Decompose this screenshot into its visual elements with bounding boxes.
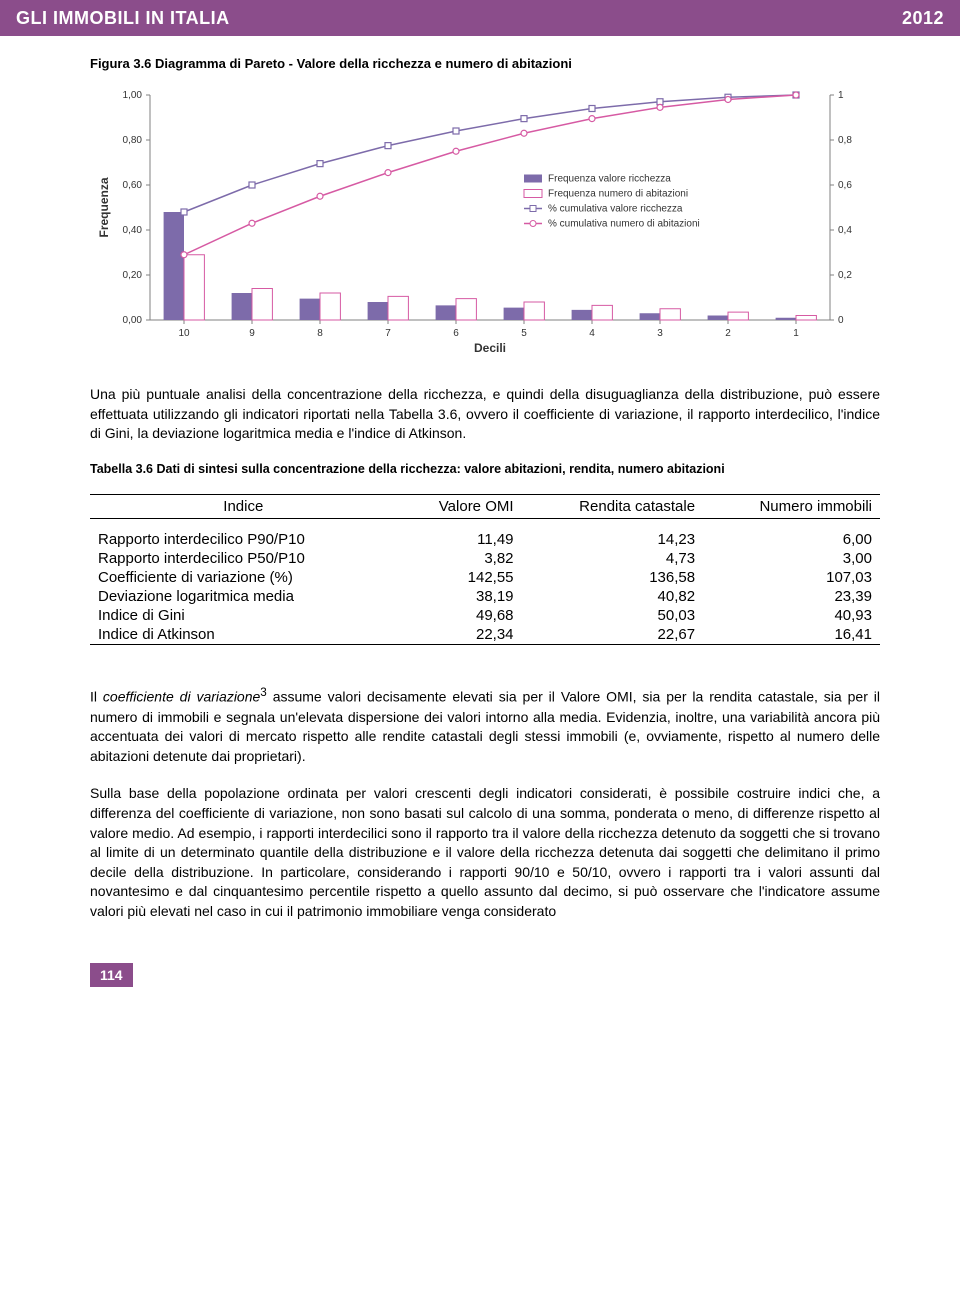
svg-text:5: 5 [521, 328, 527, 339]
svg-text:0,20: 0,20 [123, 270, 143, 281]
svg-text:0,2: 0,2 [838, 270, 852, 281]
table-spacer-row [90, 518, 880, 530]
svg-text:0,80: 0,80 [123, 135, 143, 146]
table-cell: 4,73 [522, 549, 704, 568]
table-cell: 3,00 [703, 549, 880, 568]
table-cell: 23,39 [703, 587, 880, 606]
table-cell: 50,03 [522, 606, 704, 625]
chart-svg: 0,00 0,20 0,40 0,60 0,80 1,00 0 0,2 0,4 0,6 0,8 1 Fr… [90, 85, 880, 365]
table-cell: Indice di Gini [90, 606, 397, 625]
svg-text:8: 8 [317, 328, 323, 339]
data-table: IndiceValore OMIRendita catastaleNumero … [90, 494, 880, 646]
svg-text:% cumulativa numero di abitazi: % cumulativa numero di abitazioni [548, 219, 700, 230]
svg-text:0,40: 0,40 [123, 225, 143, 236]
table-row: Rapporto interdecilico P50/P103,824,733,… [90, 549, 880, 568]
table-cell: 40,93 [703, 606, 880, 625]
svg-text:1,00: 1,00 [123, 90, 143, 101]
header-title-right: 2012 [902, 8, 944, 29]
table-cell: 38,19 [397, 587, 522, 606]
table-header-cell: Indice [90, 494, 397, 518]
svg-text:6: 6 [453, 328, 459, 339]
svg-text:3: 3 [657, 328, 663, 339]
table-header-cell: Valore OMI [397, 494, 522, 518]
svg-text:9: 9 [249, 328, 255, 339]
figure-caption: Figura 3.6 Diagramma di Pareto - Valore … [90, 56, 880, 71]
table-head: IndiceValore OMIRendita catastaleNumero … [90, 494, 880, 518]
table-header-cell: Numero immobili [703, 494, 880, 518]
table-cell: 40,82 [522, 587, 704, 606]
paragraph-1: Una più puntuale analisi della concentra… [90, 385, 880, 444]
svg-text:1: 1 [838, 90, 844, 101]
table-caption: Tabella 3.6 Dati di sintesi sulla concen… [90, 462, 880, 476]
svg-text:0,00: 0,00 [123, 315, 143, 326]
page-number: 114 [90, 963, 133, 987]
table-cell: 6,00 [703, 530, 880, 549]
svg-text:1: 1 [793, 328, 799, 339]
table-row: Indice di Gini49,6850,0340,93 [90, 606, 880, 625]
pareto-chart: 0,00 0,20 0,40 0,60 0,80 1,00 0 0,2 0,4 0,6 0,8 1 Fr… [90, 85, 880, 365]
para2-prefix: Il [90, 689, 103, 705]
page-content: Figura 3.6 Diagramma di Pareto - Valore … [0, 36, 960, 1007]
svg-text:0: 0 [838, 315, 844, 326]
svg-text:Decili: Decili [474, 341, 506, 355]
table-cell: 49,68 [397, 606, 522, 625]
table-header-cell: Rendita catastale [522, 494, 704, 518]
table-cell: 16,41 [703, 625, 880, 645]
svg-text:Frequenza valore ricchezza: Frequenza valore ricchezza [548, 174, 671, 185]
svg-text:2: 2 [725, 328, 731, 339]
paragraph-2: Il coefficiente di variazione3 assume va… [90, 685, 880, 766]
table-header-row: IndiceValore OMIRendita catastaleNumero … [90, 494, 880, 518]
table-cell: 11,49 [397, 530, 522, 549]
table-cell: Deviazione logaritmica media [90, 587, 397, 606]
table-cell: Rapporto interdecilico P50/P10 [90, 549, 397, 568]
svg-text:Frequenza numero di abitazioni: Frequenza numero di abitazioni [548, 189, 688, 200]
svg-text:0,6: 0,6 [838, 180, 852, 191]
para2-italic: coefficiente di variazione [103, 689, 260, 705]
table-row: Deviazione logaritmica media38,1940,8223… [90, 587, 880, 606]
svg-text:0,60: 0,60 [123, 180, 143, 191]
svg-text:0,4: 0,4 [838, 225, 852, 236]
table-cell: 22,67 [522, 625, 704, 645]
table-cell: 136,58 [522, 568, 704, 587]
svg-text:10: 10 [178, 328, 190, 339]
table-row: Coefficiente di variazione (%)142,55136,… [90, 568, 880, 587]
table-cell: Indice di Atkinson [90, 625, 397, 645]
paragraph-3: Sulla base della popolazione ordinata pe… [90, 784, 880, 921]
table-cell: 22,34 [397, 625, 522, 645]
svg-text:% cumulativa valore ricchezza: % cumulativa valore ricchezza [548, 204, 683, 215]
table-cell: Rapporto interdecilico P90/P10 [90, 530, 397, 549]
table-cell: 107,03 [703, 568, 880, 587]
table-cell: 142,55 [397, 568, 522, 587]
table-body: Rapporto interdecilico P90/P1011,4914,23… [90, 518, 880, 645]
table-row: Indice di Atkinson22,3422,6716,41 [90, 625, 880, 645]
header-bar: GLI IMMOBILI IN ITALIA 2012 [0, 0, 960, 36]
table-row: Rapporto interdecilico P90/P1011,4914,23… [90, 530, 880, 549]
table-cell: Coefficiente di variazione (%) [90, 568, 397, 587]
table-cell: 3,82 [397, 549, 522, 568]
header-title-left: GLI IMMOBILI IN ITALIA [16, 8, 230, 29]
svg-text:7: 7 [385, 328, 391, 339]
svg-text:0,8: 0,8 [838, 135, 852, 146]
svg-text:Frequenza: Frequenza [97, 177, 111, 237]
svg-text:4: 4 [589, 328, 595, 339]
table-cell: 14,23 [522, 530, 704, 549]
